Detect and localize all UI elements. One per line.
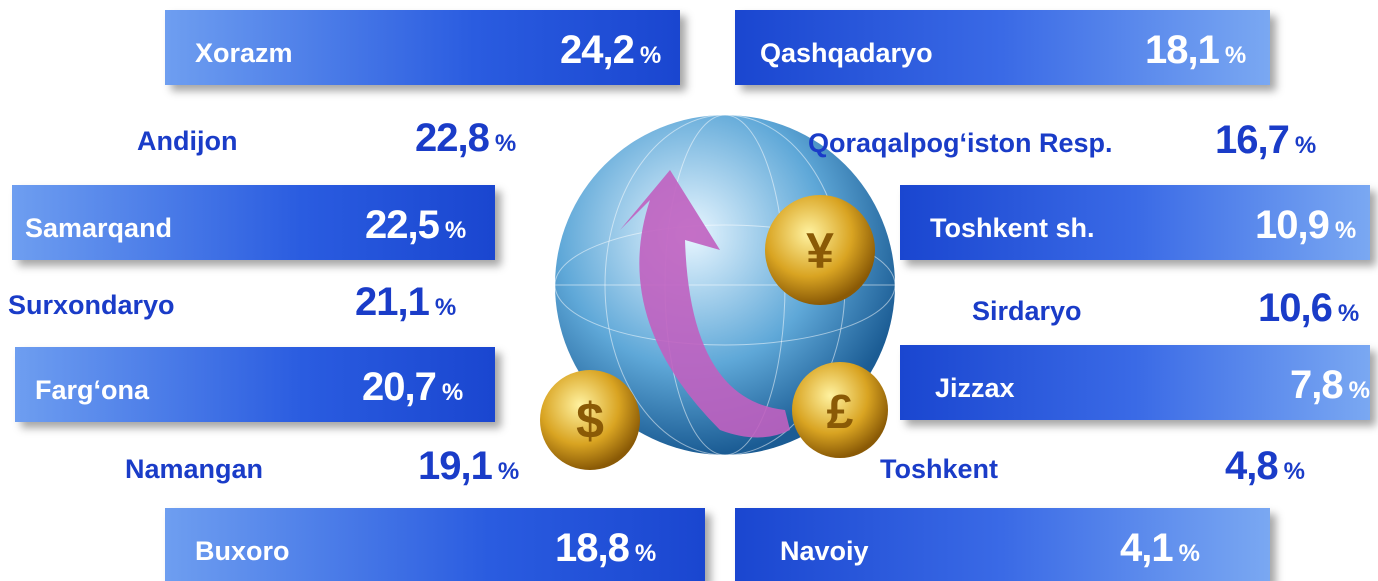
percent-value: 4,1	[1120, 526, 1174, 570]
percent-unit: %	[1178, 540, 1200, 567]
region-name: Qashqadaryo	[760, 38, 933, 68]
region-value: 19,1%	[418, 446, 519, 486]
region-value: 7,8%	[1290, 365, 1370, 405]
region-name: Surxondaryo	[8, 290, 175, 320]
globe-illustration: ¥ $ £	[540, 114, 896, 470]
region-name: Buxoro	[195, 536, 290, 566]
percent-value: 24,2	[560, 28, 635, 72]
region-name: Namangan	[125, 454, 264, 484]
region-bar	[165, 508, 705, 581]
percent-value: 10,9	[1255, 203, 1330, 247]
percent-unit: %	[497, 458, 520, 485]
region-name: Xorazm	[195, 38, 293, 68]
percent-unit: %	[444, 217, 467, 244]
region-name: Andijon	[137, 126, 238, 156]
percent-unit: %	[494, 130, 517, 157]
percent-value: 22,8	[415, 116, 490, 160]
region-bar	[12, 185, 495, 260]
percent-unit: %	[634, 540, 657, 567]
region-value: 4,1%	[1120, 528, 1200, 568]
percent-unit: %	[639, 42, 662, 69]
region-name: Toshkent	[880, 454, 999, 484]
percent-unit: %	[434, 294, 457, 321]
percent-value: 7,8	[1290, 363, 1344, 407]
percent-unit: %	[1337, 300, 1360, 327]
percent-value: 16,7	[1215, 118, 1290, 162]
svg-text:$: $	[576, 393, 604, 449]
region-bar	[900, 185, 1370, 260]
region-name: Navoiy	[780, 536, 869, 566]
percent-value: 10,6	[1258, 286, 1333, 330]
region-name: Toshkent sh.	[930, 213, 1095, 243]
region-bar	[735, 508, 1270, 581]
percent-value: 4,8	[1225, 444, 1279, 488]
region-name: Farg‘ona	[35, 375, 150, 405]
percent-unit: %	[441, 379, 464, 406]
percent-unit: %	[1294, 132, 1317, 159]
region-value: 18,8%	[555, 528, 656, 568]
region-value: 21,1%	[355, 282, 456, 322]
region-name: Sirdaryo	[972, 296, 1082, 326]
region-value: 18,1%	[1145, 30, 1246, 70]
percent-unit: %	[1283, 458, 1305, 485]
percent-value: 21,1	[355, 280, 430, 324]
region-value: 24,2%	[560, 30, 661, 70]
region-value: 10,9%	[1255, 205, 1356, 245]
percent-unit: %	[1348, 377, 1370, 404]
region-value: 22,8%	[415, 118, 516, 158]
region-value: 10,6%	[1258, 288, 1359, 328]
region-name: Jizzax	[935, 373, 1015, 403]
region-value: 4,8%	[1225, 446, 1305, 486]
svg-text:£: £	[827, 386, 854, 439]
region-value: 20,7%	[362, 367, 463, 407]
region-bar	[735, 10, 1270, 85]
percent-unit: %	[1334, 217, 1357, 244]
region-name: Qoraqalpog‘iston Resp.	[808, 128, 1113, 158]
svg-text:¥: ¥	[806, 223, 834, 279]
percent-value: 20,7	[362, 365, 437, 409]
percent-value: 19,1	[418, 444, 493, 488]
region-bar	[15, 347, 495, 422]
percent-value: 22,5	[365, 203, 440, 247]
region-name: Samarqand	[25, 213, 173, 243]
percent-unit: %	[1224, 42, 1247, 69]
region-bar	[900, 345, 1370, 420]
percent-value: 18,8	[555, 526, 630, 570]
region-value: 22,5%	[365, 205, 466, 245]
region-bar	[165, 10, 680, 85]
region-value: 16,7%	[1215, 120, 1316, 160]
percent-value: 18,1	[1145, 28, 1220, 72]
